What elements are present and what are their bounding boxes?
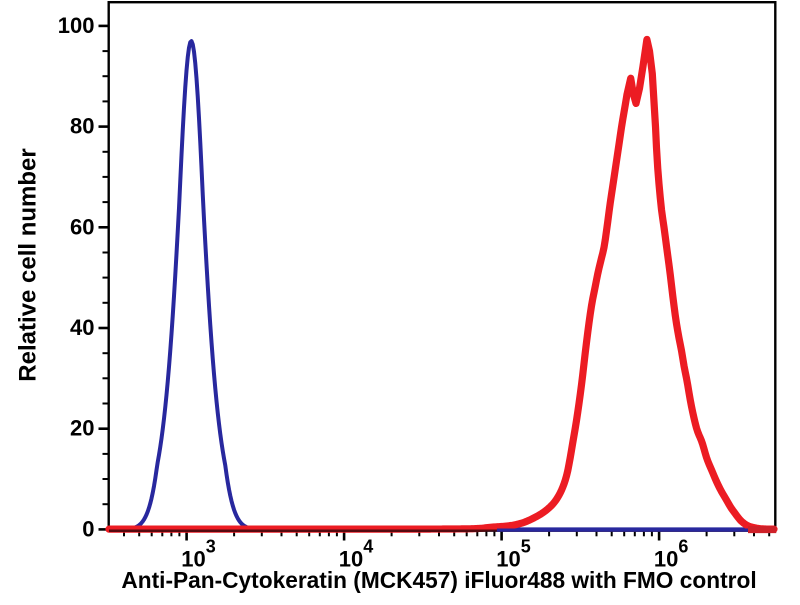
svg-text:Relative cell number: Relative cell number [15, 148, 42, 381]
svg-text:100: 100 [58, 13, 95, 38]
svg-text:20: 20 [70, 416, 94, 441]
svg-text:0: 0 [82, 516, 94, 541]
svg-text:40: 40 [70, 315, 94, 340]
svg-text:80: 80 [70, 114, 94, 139]
svg-text:60: 60 [70, 214, 94, 239]
svg-text:Anti-Pan-Cytokeratin (MCK457): Anti-Pan-Cytokeratin (MCK457) iFluor488 … [121, 567, 756, 593]
